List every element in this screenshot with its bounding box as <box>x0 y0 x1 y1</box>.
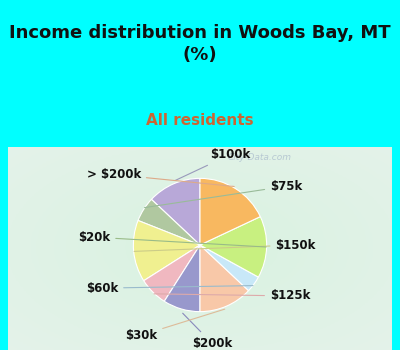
Text: $200k: $200k <box>183 313 232 350</box>
Wedge shape <box>200 178 260 245</box>
Wedge shape <box>200 217 267 277</box>
Text: $20k: $20k <box>78 231 266 247</box>
Text: > $200k: > $200k <box>87 168 234 187</box>
Text: $150k: $150k <box>134 238 316 252</box>
Wedge shape <box>133 220 200 281</box>
Text: $60k: $60k <box>86 282 253 295</box>
Text: City-Data.com: City-Data.com <box>228 153 292 162</box>
Wedge shape <box>152 178 200 245</box>
Wedge shape <box>144 245 200 301</box>
Text: $100k: $100k <box>175 148 250 181</box>
Text: All residents: All residents <box>146 113 254 128</box>
Wedge shape <box>200 245 248 312</box>
Text: $125k: $125k <box>154 289 310 302</box>
Wedge shape <box>200 245 258 290</box>
Text: $30k: $30k <box>125 309 225 342</box>
Wedge shape <box>164 245 200 312</box>
Wedge shape <box>138 199 200 245</box>
Text: Income distribution in Woods Bay, MT
(%): Income distribution in Woods Bay, MT (%) <box>9 24 391 64</box>
Text: $75k: $75k <box>144 180 302 208</box>
